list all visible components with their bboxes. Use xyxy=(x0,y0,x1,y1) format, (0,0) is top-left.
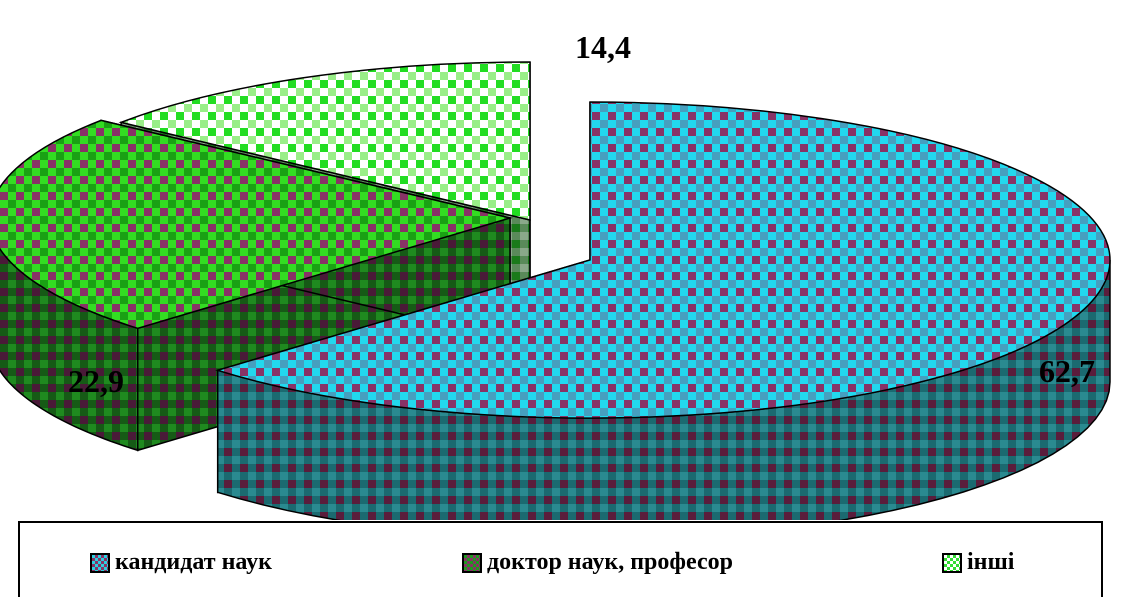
pie-chart: 62,7 22,9 14,4 xyxy=(0,29,1111,520)
slice-other xyxy=(118,61,531,221)
legend-item-other: інші xyxy=(942,549,1014,576)
legend-label-candidate: кандидат наук xyxy=(115,549,273,575)
legend-label-doctor: доктор наук, професор xyxy=(487,549,733,575)
slice-candidate xyxy=(215,101,1111,419)
data-label-other: 14,4 xyxy=(575,29,631,65)
legend-item-doctor: доктор наук, професор xyxy=(462,549,733,576)
legend-swatch-doctor xyxy=(462,552,482,573)
slice-doctor xyxy=(0,119,513,330)
data-label-candidate: 62,7 xyxy=(1039,353,1095,389)
legend-item-candidate: кандидат наук xyxy=(90,549,272,576)
legend-swatch-candidate xyxy=(90,552,110,573)
data-label-doctor: 22,9 xyxy=(68,363,124,399)
legend: кандидат наук доктор наук, професор інші xyxy=(18,521,1103,597)
legend-label-other: інші xyxy=(967,549,1015,575)
legend-swatch-other xyxy=(942,552,962,573)
